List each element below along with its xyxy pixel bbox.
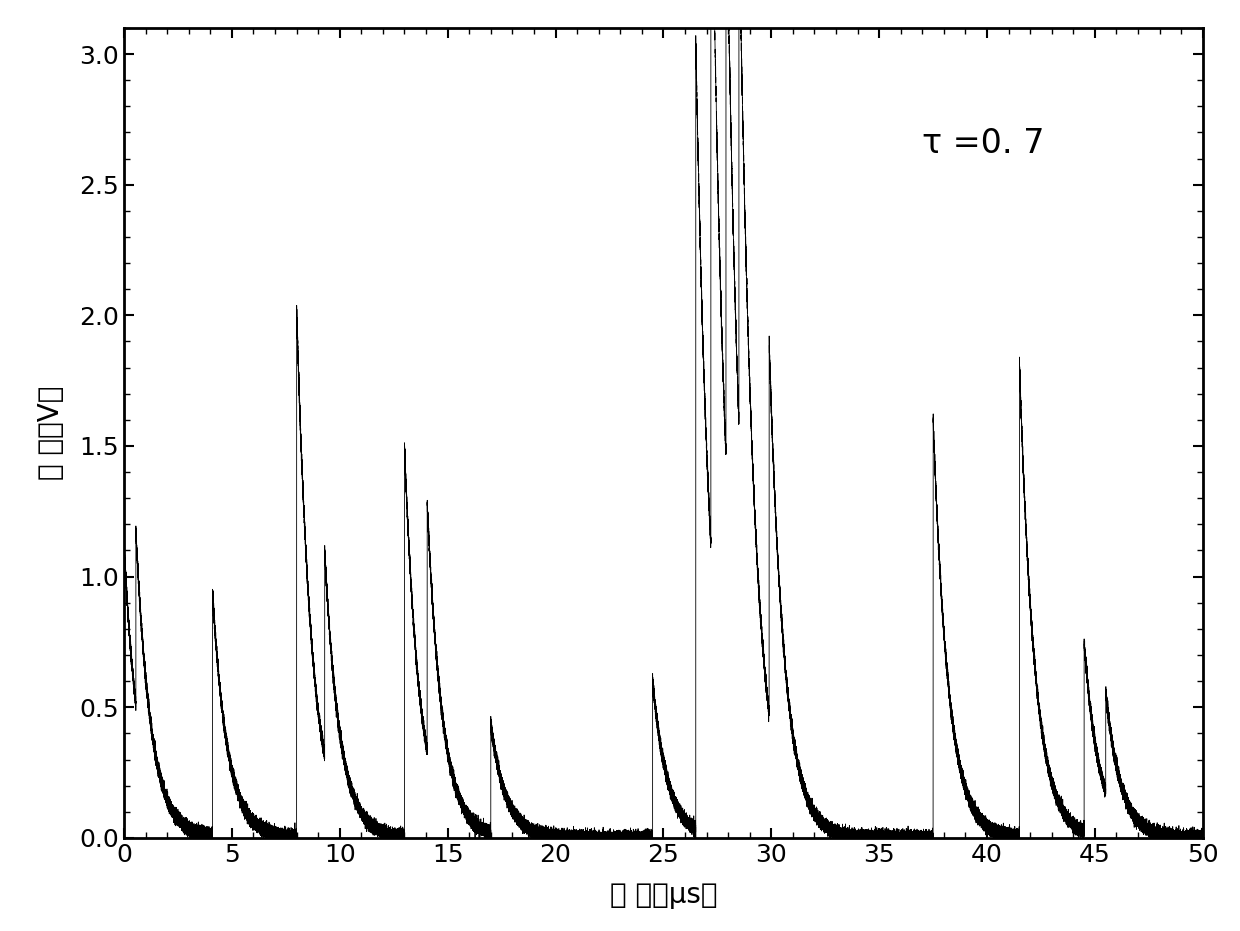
Text: τ =0. 7: τ =0. 7 [923,128,1045,160]
Y-axis label: 电 压（V）: 电 压（V） [37,385,66,480]
X-axis label: 时 间（μs）: 时 间（μs） [610,881,717,909]
